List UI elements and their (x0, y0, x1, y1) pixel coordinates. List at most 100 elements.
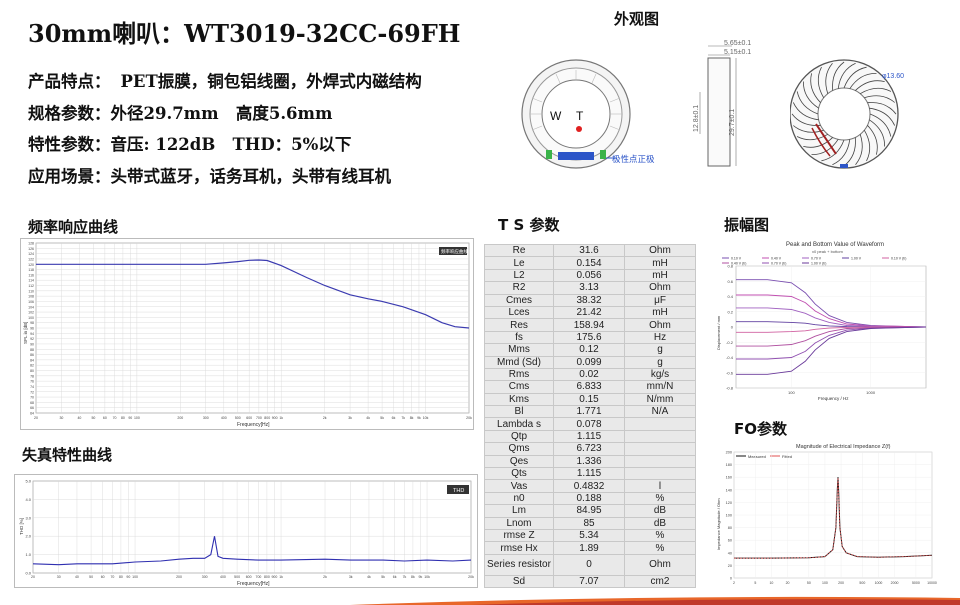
ts-cell-name: Qts (484, 467, 554, 481)
amp-x-label: Frequency / Hz (818, 396, 849, 401)
ts-row: Kms 0.15 N/mm (484, 392, 696, 407)
freq-y-tick: 106 (28, 300, 34, 304)
label-t: T (576, 109, 584, 123)
specs-value: 外径29.7mm 高度5.6mm (110, 104, 333, 123)
freq-y-tick: 126 (28, 247, 34, 251)
amp-series-line (736, 294, 927, 328)
thd-x-tick: 1k (279, 575, 283, 579)
fo-y-tick: 100 (726, 514, 732, 518)
amplitude-chart: Peak and Bottom Value of Waveform x0 pea… (716, 242, 927, 401)
ts-cell-unit: μF (624, 293, 696, 307)
diaphragm-rib (803, 137, 833, 148)
diaphragm-rib (855, 134, 863, 165)
thd-y-tick: 0.0 (25, 571, 31, 576)
ts-cell-value: 85 (553, 516, 625, 531)
thd-x-tick: 60 (101, 575, 105, 579)
ts-cell-unit: g (624, 355, 696, 369)
ts-cell-value: 0 (553, 553, 625, 576)
freq-x-tick: 100 (134, 416, 140, 420)
freq-x-tick: 60 (103, 416, 107, 420)
freq-x-tick: 40 (77, 416, 81, 420)
ts-cell-name: Cmes (484, 293, 554, 307)
ts-cell-name: Lnom (484, 516, 554, 531)
fo-x-tick: 10 (769, 581, 773, 585)
freq-x-tick: 6k (392, 416, 396, 420)
freq-y-tick: 80 (30, 369, 34, 373)
freq-x-tick: 900 (272, 416, 278, 420)
ts-row: Cms 6.833 mm/N (484, 380, 696, 394)
fo-y-tick: 200 (726, 451, 732, 455)
ts-cell-name: Series resistor (484, 553, 554, 576)
freq-x-tick: 10k (423, 416, 429, 420)
thd-x-tick: 300 (202, 575, 208, 579)
freq-y-tick: 96 (30, 327, 34, 331)
ts-cell-value: 6.723 (553, 442, 625, 456)
diaphragm-rib (869, 107, 896, 126)
freq-x-tick: 5k (380, 416, 384, 420)
diaphragm-rib (832, 139, 851, 166)
ts-row: R2 3.13 Ohm (484, 281, 696, 295)
ts-cell-value: 1.336 (553, 454, 625, 469)
ts-cell-name: Re (484, 243, 554, 258)
ts-cell-unit: Ohm (624, 318, 696, 332)
thd-grid (32, 480, 472, 574)
ts-cell-unit: Ohm (624, 243, 696, 258)
diaphragm-rib (837, 62, 856, 89)
freq-y-tick: 72 (30, 390, 34, 394)
freq-y-tick: 110 (28, 289, 34, 293)
decorative-swoosh (350, 596, 960, 605)
fo-grid (733, 451, 933, 579)
ts-cell-unit: % (624, 491, 696, 506)
perf-line: 特性参数：音压: 122dB THD：5%以下 (28, 131, 351, 155)
freq-y-tick: 98 (30, 321, 34, 325)
diaphragm-rib (843, 66, 867, 89)
ts-cell-name: Lces (484, 305, 554, 320)
ts-cell-name: Res (484, 318, 554, 332)
polarity-note: 极性点正极 (612, 154, 655, 164)
amp-y-tick: -0.6 (726, 370, 734, 375)
ts-cell-name: Qms (484, 442, 554, 456)
ts-cell-value: 7.07 (553, 574, 625, 589)
ts-cell-unit: mH (624, 305, 696, 320)
ts-cell-value: 1.115 (553, 429, 625, 444)
ts-row: Mmd (Sd) 0.099 g (484, 355, 696, 369)
ts-cell-unit: Ohm (624, 553, 696, 576)
fo-series-lines (734, 477, 933, 559)
diaphragm-rib (859, 87, 892, 95)
thd-x-ticks: 20 30 40 50 60 70 80 90 100 200 300 400 500 600 700 800… (31, 575, 474, 579)
use-value: 头带式蓝牙，话务耳机，头带有线耳机 (110, 167, 392, 186)
thd-x-tick: 800 (264, 575, 270, 579)
thd-x-tick: 5k (381, 575, 385, 579)
freq-series-line (36, 259, 470, 329)
freq-y-tick: 74 (30, 385, 34, 389)
freq-y-tick: 102 (28, 311, 34, 315)
ts-cell-name: Mms (484, 343, 554, 357)
ts-row: Lambda s 0.078 (484, 417, 696, 431)
freq-y-tick: 112 (28, 284, 34, 288)
dim-565: 5.65±0.1 (724, 40, 751, 47)
fo-x-tick: 2000 (891, 581, 899, 585)
freq-x-tick: 20k (466, 416, 472, 420)
freq-x-tick: 700 (256, 416, 262, 420)
ts-title: T S 参数 (498, 216, 560, 234)
ts-row: rmse Z 5.34% (484, 528, 696, 543)
freq-y-tick: 82 (30, 364, 34, 368)
ts-row: Lces 21.42 mH (484, 305, 696, 320)
amp-legend-label: 0.40 V (771, 256, 782, 260)
thd-title: 失真特性曲线 (22, 446, 113, 464)
ts-cell-unit: g (624, 343, 696, 357)
thd-x-tick: 500 (234, 575, 240, 579)
ts-row: fs 175.6 Hz (484, 330, 696, 345)
diaphragm-rib (867, 102, 897, 115)
amp-series-line (736, 326, 926, 347)
fo-x-tick: 50 (807, 581, 811, 585)
ts-row: Qes 1.336 (484, 454, 696, 469)
amp-legend-label: 0.10 V (b) (891, 256, 906, 260)
freq-x-tick: 500 (235, 416, 241, 420)
dim-128: 12.8±0.1 (693, 105, 700, 132)
diaphragm-rib (802, 81, 819, 109)
ts-cell-unit: dB (624, 516, 696, 531)
ts-cell-name: Rms (484, 367, 554, 382)
thd-x-tick: 20k (468, 575, 474, 579)
